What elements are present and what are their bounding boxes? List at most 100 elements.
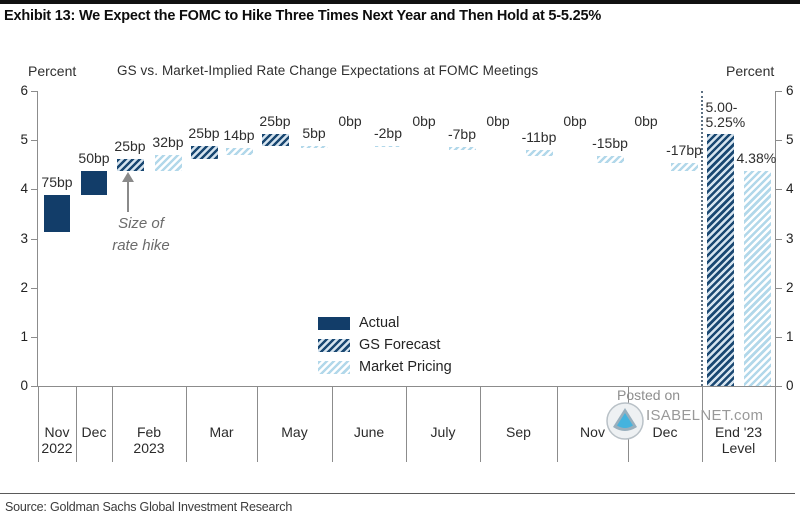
chart-legend: Actual GS Forecast Market Pricing	[318, 312, 452, 378]
x-axis-divider	[702, 386, 703, 462]
x-axis-category-label: Nov 2022	[41, 424, 73, 456]
y-tick-left	[31, 386, 38, 387]
y-tick-label-left: 0	[20, 378, 28, 393]
y-tick-label-right: 1	[786, 328, 794, 344]
bar-value-label: 0bp	[412, 113, 436, 130]
y-tick-right	[775, 287, 782, 289]
x-axis-category-label: Dec	[652, 424, 678, 440]
source-text: Source: Goldman Sachs Global Investment …	[5, 500, 293, 514]
x-axis-divider	[406, 386, 407, 462]
bar-value-label: 5bp	[302, 124, 326, 141]
x-axis-divider	[557, 386, 558, 462]
y-tick-right	[775, 140, 782, 142]
x-axis-category-label: Nov	[580, 424, 605, 440]
x-axis-category-label: May	[281, 424, 308, 440]
bar-value-label: 50bp	[78, 149, 110, 166]
y-tick-left	[31, 336, 38, 338]
bar-value-label: 4.38%	[736, 149, 777, 166]
bar-value-label: 32bp	[152, 134, 184, 151]
x-axis-divider	[480, 386, 481, 462]
y-tick-label-right: 3	[786, 230, 794, 246]
y-tick-label-left: 3	[20, 230, 28, 246]
y-tick-label-right: 0	[786, 378, 794, 393]
legend-swatch-actual	[318, 316, 350, 330]
x-axis-divider	[76, 386, 77, 462]
annotation-line-1: Size of	[118, 215, 164, 232]
x-axis-category-label: Feb 2023	[133, 424, 165, 456]
x-axis-category-label: End '23 Level	[714, 424, 763, 456]
y-tick-right	[775, 386, 782, 387]
isabelnet-logo-icon	[606, 402, 644, 440]
legend-label-market-pricing: Market Pricing	[359, 359, 452, 375]
y-tick-label-right: 2	[786, 279, 794, 295]
legend-item-market-pricing: Market Pricing	[318, 356, 452, 378]
y-tick-label-left: 4	[20, 181, 28, 197]
x-axis-divider	[112, 386, 113, 462]
legend-swatch-market-pricing	[318, 360, 350, 374]
x-axis-category-label: Dec	[81, 424, 107, 440]
end-level-separator	[701, 91, 703, 386]
bar-market-may	[300, 145, 328, 149]
size-of-rate-hike-arrowhead-icon	[122, 172, 134, 182]
bar-value-label: 14bp	[223, 127, 255, 144]
y-tick-label-right: 4	[786, 181, 794, 197]
bar-value-label: 25bp	[259, 113, 291, 130]
bar-value-label: -2bp	[373, 124, 403, 141]
x-axis-divider	[257, 386, 258, 462]
y-tick-right	[775, 189, 782, 191]
y-tick-label-left: 6	[20, 83, 28, 98]
watermark-isabelnet: ISABELNET.com	[646, 407, 764, 424]
bar-value-label: 0bp	[563, 113, 587, 130]
size-of-rate-hike-arrow-shaft	[127, 181, 129, 212]
right-axis-unit-label: Percent	[726, 63, 775, 79]
y-tick-label-right: 5	[786, 132, 794, 148]
bar-market-nov	[596, 155, 624, 164]
bar-market-dec	[670, 163, 698, 172]
legend-label-actual: Actual	[359, 315, 400, 331]
bar-gs-end '23-level	[706, 134, 734, 386]
x-axis-divider	[332, 386, 333, 462]
x-axis-divider	[38, 386, 39, 462]
left-axis-unit-label: Percent	[28, 63, 77, 79]
bar-gs-may	[261, 134, 289, 147]
y-tick-label-right: 6	[786, 83, 794, 98]
bar-value-label: -15bp	[592, 134, 628, 151]
bar-value-label: 25bp	[188, 125, 220, 142]
bar-gs-feb-2023	[116, 158, 144, 171]
y-tick-right	[775, 336, 782, 338]
x-axis-category-label: July	[430, 424, 456, 440]
bar-gs-mar	[190, 146, 218, 159]
y-tick-label-left: 2	[20, 279, 28, 295]
top-border-rule	[0, 0, 800, 4]
legend-swatch-gs-forecast	[318, 338, 350, 352]
annotation-line-2: rate hike	[112, 237, 170, 254]
bar-market-mar	[225, 148, 253, 156]
x-axis-category-label: June	[353, 424, 385, 440]
legend-item-gs-forecast: GS Forecast	[318, 334, 452, 356]
legend-item-actual: Actual	[318, 312, 452, 334]
bar-market-feb-2023	[154, 155, 182, 171]
y-tick-right	[775, 238, 782, 240]
bar-value-label: -11bp	[521, 129, 557, 146]
x-axis-divider	[775, 386, 776, 462]
bar-value-label: 5.00- 5.25%	[705, 99, 746, 131]
x-axis-category-label: Mar	[209, 424, 234, 440]
bar-value-label: 75bp	[41, 174, 73, 191]
y-tick-right	[775, 91, 782, 92]
watermark-posted-on: Posted on	[617, 387, 681, 403]
bar-market-july	[448, 146, 476, 151]
bar-value-label: 0bp	[486, 113, 510, 130]
bar-market-sep	[525, 150, 553, 156]
exhibit-title: Exhibit 13: We Expect the FOMC to Hike T…	[4, 8, 602, 24]
bar-market-end '23-level	[743, 170, 771, 386]
y-tick-left	[31, 287, 38, 289]
bar-value-label: -7bp	[447, 125, 477, 142]
bar-value-label: 25bp	[114, 137, 146, 154]
bar-market-june	[374, 145, 402, 148]
size-of-rate-hike-annotation: Size of rate hike	[86, 213, 196, 257]
x-axis-divider	[186, 386, 187, 462]
bar-value-label: 0bp	[634, 113, 658, 130]
y-tick-label-left: 1	[20, 328, 28, 344]
